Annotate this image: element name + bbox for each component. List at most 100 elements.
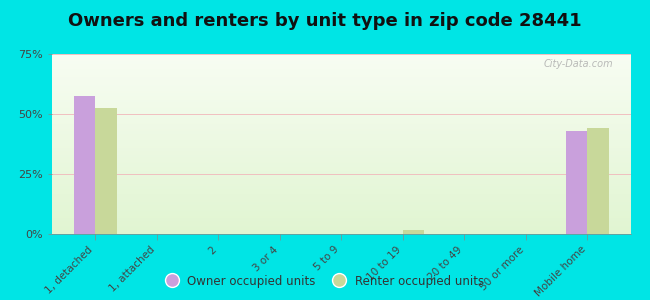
Bar bbox=[73, 96, 95, 234]
Bar bbox=[52, 180, 630, 181]
Bar bbox=[52, 85, 630, 86]
Bar bbox=[52, 161, 630, 162]
Bar bbox=[52, 105, 630, 106]
Bar bbox=[52, 198, 630, 199]
Bar bbox=[52, 192, 630, 193]
Bar bbox=[52, 177, 630, 178]
Bar bbox=[588, 128, 609, 234]
Bar bbox=[52, 100, 630, 101]
Bar bbox=[52, 65, 630, 66]
Bar bbox=[52, 185, 630, 186]
Bar bbox=[52, 124, 630, 125]
Bar bbox=[52, 119, 630, 120]
Bar bbox=[52, 110, 630, 111]
Bar bbox=[52, 129, 630, 130]
Bar bbox=[52, 205, 630, 206]
Bar bbox=[52, 140, 630, 141]
Bar bbox=[52, 225, 630, 226]
Bar bbox=[52, 228, 630, 229]
Bar bbox=[52, 189, 630, 190]
Bar bbox=[52, 147, 630, 148]
Bar bbox=[52, 214, 630, 215]
Bar bbox=[52, 54, 630, 55]
Bar bbox=[52, 55, 630, 56]
Bar bbox=[52, 87, 630, 88]
Text: Owners and renters by unit type in zip code 28441: Owners and renters by unit type in zip c… bbox=[68, 12, 582, 30]
Bar bbox=[52, 209, 630, 210]
Bar bbox=[52, 83, 630, 84]
Bar bbox=[52, 58, 630, 59]
Bar bbox=[566, 131, 588, 234]
Bar bbox=[52, 96, 630, 97]
Bar bbox=[52, 143, 630, 144]
Bar bbox=[52, 133, 630, 134]
Bar bbox=[52, 170, 630, 171]
Bar bbox=[52, 220, 630, 221]
Bar bbox=[52, 200, 630, 201]
Bar bbox=[52, 141, 630, 142]
Bar bbox=[52, 74, 630, 75]
Bar bbox=[52, 171, 630, 172]
Bar bbox=[52, 152, 630, 153]
Bar bbox=[52, 93, 630, 94]
Bar bbox=[52, 69, 630, 70]
Bar bbox=[52, 132, 630, 133]
Bar bbox=[52, 131, 630, 132]
Bar bbox=[52, 104, 630, 105]
Bar bbox=[52, 217, 630, 218]
Bar bbox=[52, 86, 630, 87]
Bar bbox=[52, 73, 630, 74]
Bar bbox=[52, 95, 630, 96]
Bar bbox=[52, 99, 630, 100]
Bar bbox=[52, 144, 630, 145]
Bar bbox=[52, 190, 630, 191]
Bar bbox=[52, 160, 630, 161]
Bar bbox=[52, 128, 630, 129]
Bar bbox=[52, 229, 630, 230]
Bar bbox=[52, 175, 630, 176]
Bar bbox=[52, 168, 630, 169]
Bar bbox=[52, 197, 630, 198]
Bar bbox=[52, 186, 630, 187]
Bar bbox=[52, 137, 630, 138]
Bar bbox=[52, 188, 630, 189]
Bar bbox=[52, 80, 630, 81]
Bar bbox=[52, 211, 630, 212]
Bar bbox=[52, 79, 630, 80]
Bar bbox=[52, 82, 630, 83]
Bar bbox=[52, 153, 630, 154]
Bar bbox=[52, 71, 630, 72]
Bar bbox=[52, 62, 630, 63]
Bar bbox=[52, 121, 630, 122]
Bar bbox=[52, 154, 630, 155]
Bar bbox=[52, 182, 630, 183]
Bar bbox=[52, 123, 630, 124]
Bar bbox=[52, 150, 630, 151]
Bar bbox=[95, 108, 116, 234]
Bar bbox=[52, 97, 630, 98]
Bar bbox=[52, 165, 630, 166]
Bar bbox=[52, 179, 630, 180]
Bar bbox=[52, 127, 630, 128]
Bar bbox=[52, 224, 630, 225]
Bar bbox=[52, 218, 630, 219]
Bar bbox=[52, 172, 630, 173]
Bar bbox=[52, 113, 630, 114]
Bar bbox=[52, 181, 630, 182]
Bar bbox=[52, 66, 630, 67]
Bar bbox=[52, 90, 630, 91]
Bar bbox=[52, 117, 630, 118]
Bar bbox=[52, 63, 630, 64]
Bar bbox=[52, 219, 630, 220]
Bar bbox=[52, 101, 630, 102]
Bar bbox=[52, 145, 630, 146]
Bar bbox=[52, 56, 630, 57]
Bar bbox=[52, 94, 630, 95]
Bar bbox=[52, 201, 630, 202]
Bar bbox=[52, 61, 630, 62]
Bar bbox=[52, 130, 630, 131]
Bar bbox=[52, 191, 630, 192]
Bar bbox=[52, 136, 630, 137]
Bar bbox=[52, 68, 630, 69]
Bar bbox=[52, 221, 630, 222]
